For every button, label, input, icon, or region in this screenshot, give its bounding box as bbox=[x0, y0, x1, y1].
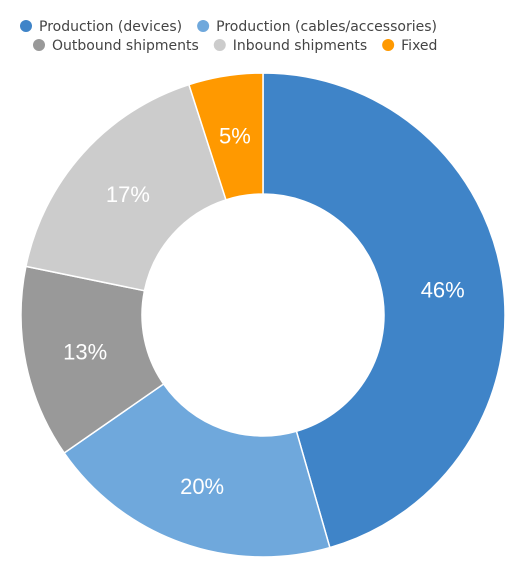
legend-swatch-icon bbox=[33, 39, 45, 51]
legend-label: Production (cables/accessories) bbox=[216, 19, 437, 35]
slice-data-label: 5% bbox=[219, 124, 251, 149]
legend-label: Outbound shipments bbox=[52, 38, 199, 54]
legend-item[interactable]: Production (cables/accessories) bbox=[197, 19, 437, 35]
donut-slice[interactable] bbox=[20, 265, 165, 454]
slice-data-label: 46% bbox=[421, 278, 465, 303]
legend-item[interactable]: Fixed bbox=[382, 38, 437, 54]
legend-label: Fixed bbox=[401, 38, 437, 54]
legend-item[interactable]: Production (devices) bbox=[20, 19, 182, 35]
legend-item[interactable]: Inbound shipments bbox=[213, 38, 367, 54]
legend-swatch-icon bbox=[382, 39, 395, 51]
donut-slice[interactable] bbox=[25, 83, 227, 292]
legend-swatch-icon bbox=[197, 20, 210, 32]
donut-slice[interactable] bbox=[187, 72, 264, 201]
slice-data-label: 17% bbox=[106, 182, 150, 207]
legend-item[interactable]: Outbound shipments bbox=[33, 38, 199, 54]
chart-slices bbox=[20, 72, 506, 558]
legend-label: Production (devices) bbox=[39, 19, 182, 35]
chart-legend: Production (devices) Production (cables/a… bbox=[20, 19, 437, 54]
slice-data-label: 20% bbox=[180, 474, 224, 499]
legend-swatch-icon bbox=[20, 20, 32, 32]
legend-swatch-icon bbox=[213, 39, 226, 51]
donut-slice[interactable] bbox=[63, 382, 331, 558]
chart-data-labels: 46% 20% 13% 17% 5% bbox=[63, 124, 465, 499]
donut-slice[interactable] bbox=[262, 72, 506, 549]
slice-data-label: 13% bbox=[63, 339, 107, 364]
legend-label: Inbound shipments bbox=[233, 38, 367, 54]
